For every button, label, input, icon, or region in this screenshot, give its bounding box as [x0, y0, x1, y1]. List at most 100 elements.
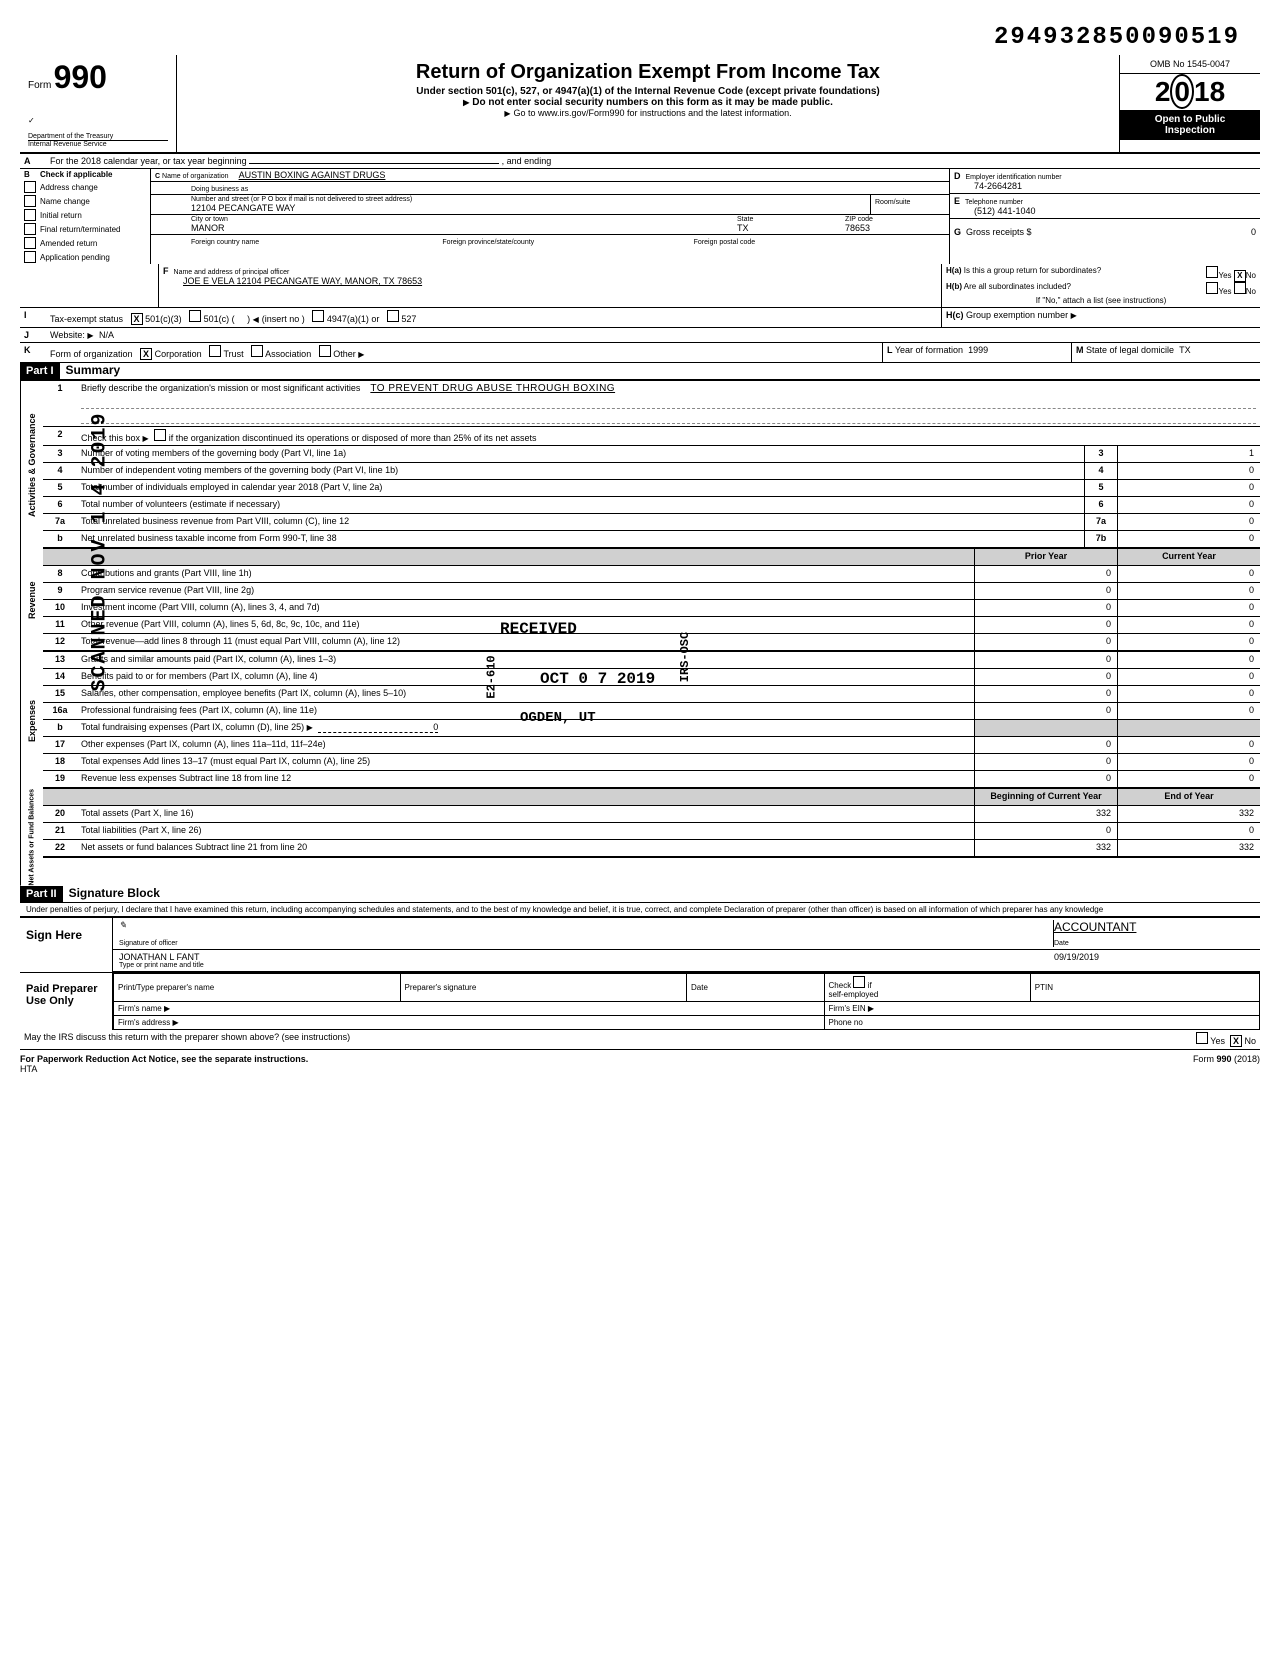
gross: 0	[1251, 227, 1256, 237]
firm-name: Firm's name	[118, 1004, 162, 1013]
line-a: For the 2018 calendar year, or tax year …	[50, 156, 247, 166]
chk-assoc[interactable]	[251, 345, 263, 357]
part2-title: Signature Block	[63, 886, 160, 902]
chk-irs-no[interactable]	[1230, 1035, 1242, 1047]
chk-address[interactable]	[24, 181, 36, 193]
corp: Corporation	[155, 349, 202, 359]
stamp-irs-osc: IRS-OSC	[678, 632, 692, 682]
chk-initial[interactable]	[24, 209, 36, 221]
chk-irs-yes[interactable]	[1196, 1032, 1208, 1044]
mission: TO PREVENT DRUG ABUSE THROUGH BOXING	[370, 383, 615, 394]
chk-ha-no[interactable]	[1234, 270, 1246, 282]
sign-here: Sign Here	[20, 918, 113, 972]
chk-corp[interactable]	[140, 348, 152, 360]
lbl-fc: Foreign country name	[191, 239, 259, 246]
lbl-org-name: Name of organization	[162, 173, 229, 180]
dln: 294932850090519	[20, 20, 1260, 55]
v6: 0	[1117, 497, 1260, 513]
p-date: Date	[687, 973, 825, 1001]
lbl-final: Final return/terminated	[40, 225, 120, 234]
paid-label: Paid Preparer Use Only	[20, 973, 113, 1030]
lbl-name: Name change	[40, 197, 90, 206]
footer-left: For Paperwork Reduction Act Notice, see …	[20, 1054, 308, 1064]
h-note: If "No," attach a list (see instructions…	[946, 296, 1256, 305]
ha-yes: Yes	[1218, 271, 1231, 280]
header-right: OMB No 1545-0047 2018 Open to Public Ins…	[1119, 55, 1260, 152]
form-number: 990	[54, 59, 107, 95]
v22a: 332	[974, 840, 1117, 856]
sig-name: JONATHAN L FANT	[119, 952, 1048, 962]
chk-self[interactable]	[853, 976, 865, 988]
hb-yes: Yes	[1218, 287, 1231, 296]
ha-no: No	[1246, 271, 1256, 280]
phone: (512) 441-1040	[954, 206, 1256, 216]
chk-501c[interactable]	[189, 310, 201, 322]
insert-no: (insert no )	[262, 314, 305, 324]
lbl-state: State	[737, 216, 837, 223]
v20b: 332	[1117, 806, 1260, 822]
lbl-website: Website:	[50, 330, 85, 340]
l14: Benefits paid to or for members (Part IX…	[77, 669, 974, 685]
part1-title: Summary	[60, 363, 121, 379]
sig-date: 09/19/2019	[1048, 952, 1254, 969]
v7b: 0	[1117, 531, 1260, 547]
l4: Number of independent voting members of …	[77, 463, 1084, 479]
lbl-ha: Is this a group return for subordinates?	[964, 266, 1101, 275]
chk-501c3[interactable]	[131, 313, 143, 325]
chk-hb-no[interactable]	[1234, 282, 1246, 294]
hdr-end: End of Year	[1117, 789, 1260, 805]
lbl-zip: ZIP code	[845, 216, 945, 223]
side-revenue: Revenue	[20, 549, 43, 652]
street: 12104 PECANGATE WAY	[191, 203, 866, 213]
ein: 74-2664281	[954, 181, 1256, 191]
v21a: 0	[974, 823, 1117, 839]
chk-hb-yes[interactable]	[1206, 282, 1218, 294]
chk-name[interactable]	[24, 195, 36, 207]
stamp-scanned: SCANNED NOV 1 4 2019	[89, 411, 112, 691]
chk-ha-yes[interactable]	[1206, 266, 1218, 278]
l13: Grants and similar amounts paid (Part IX…	[77, 652, 974, 668]
irs-no: No	[1244, 1036, 1256, 1046]
hdr-prior: Prior Year	[974, 549, 1117, 565]
chk-final[interactable]	[24, 223, 36, 235]
chk-l2[interactable]	[154, 429, 166, 441]
chk-pending[interactable]	[24, 251, 36, 263]
subtitle-2: Do not enter social security numbers on …	[472, 97, 833, 108]
v22b: 332	[1117, 840, 1260, 856]
dept: Department of the Treasury	[28, 133, 168, 140]
lbl-domicile: State of legal domicile	[1086, 345, 1174, 355]
v20a: 332	[974, 806, 1117, 822]
side-governance: Activities & Governance	[20, 381, 43, 549]
subtitle-1: Under section 501(c), 527, or 4947(a)(1)…	[181, 86, 1115, 97]
stamp-e2: E2-610	[485, 655, 499, 698]
chk-amended[interactable]	[24, 237, 36, 249]
perjury: Under penalties of perjury, I declare th…	[20, 903, 1260, 916]
side-net: Net Assets or Fund Balances	[20, 789, 43, 886]
chk-trust[interactable]	[209, 345, 221, 357]
lbl-initial: Initial return	[40, 211, 82, 220]
stamp-date: OCT 0 7 2019	[540, 670, 655, 688]
chk-4947[interactable]	[312, 310, 324, 322]
form-id-block: Form 990 ✓ Department of the Treasury In…	[20, 55, 177, 152]
hb-no: No	[1246, 287, 1256, 296]
p-ptin: PTIN	[1030, 973, 1259, 1001]
l3: Number of voting members of the governin…	[77, 446, 1084, 462]
irs-discuss: May the IRS discuss this return with the…	[20, 1030, 1112, 1049]
chk-other[interactable]	[319, 345, 331, 357]
l10: Investment income (Part VIII, column (A)…	[77, 600, 974, 616]
check-label: Check if applicable	[40, 170, 112, 179]
lbl-address: Address change	[40, 183, 98, 192]
lbl-officer: Name and address of principal officer	[174, 269, 290, 276]
l15: Salaries, other compensation, employee b…	[77, 686, 974, 702]
v4: 0	[1117, 463, 1260, 479]
form-title-block: Return of Organization Exempt From Incom…	[177, 55, 1119, 152]
open-public-2: Inspection	[1124, 125, 1256, 136]
501c: 501(c)	[204, 314, 230, 324]
chk-527[interactable]	[387, 310, 399, 322]
footer-right: Form 990 (2018)	[1193, 1054, 1260, 1074]
irs-yes: Yes	[1210, 1036, 1225, 1046]
lbl-tax-status: Tax-exempt status	[50, 314, 123, 324]
form-title: Return of Organization Exempt From Incom…	[181, 61, 1115, 84]
l19: Revenue less expenses Subtract line 18 f…	[77, 771, 974, 787]
lbl-city: City or town	[191, 216, 729, 223]
